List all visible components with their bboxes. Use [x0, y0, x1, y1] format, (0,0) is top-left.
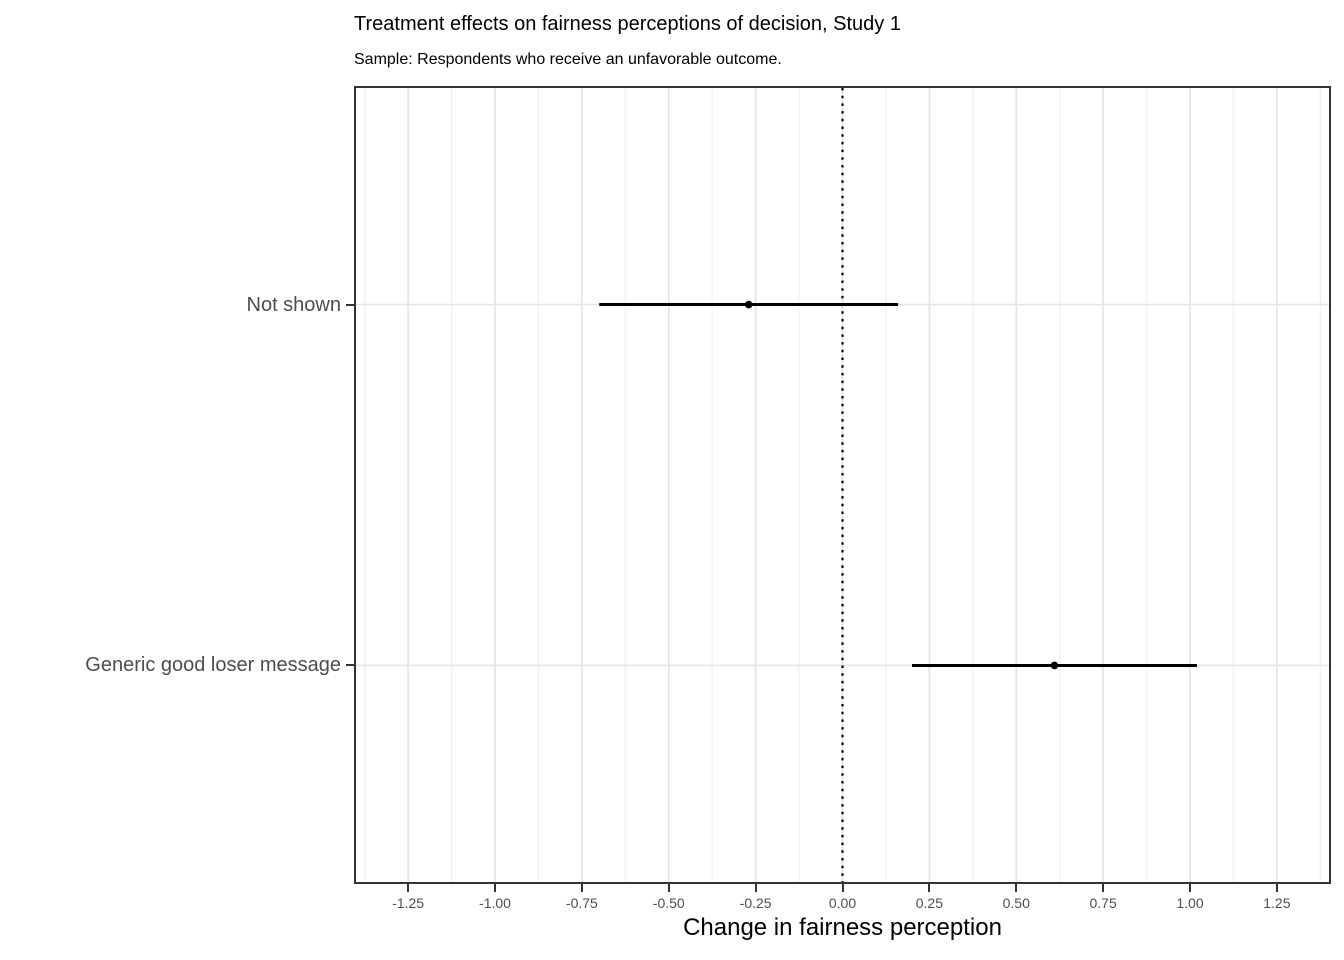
x-axis-title: Change in fairness perception — [683, 914, 1002, 941]
x-axis-tick-label: 1.25 — [1263, 895, 1291, 911]
x-axis-tick — [754, 884, 757, 892]
y-axis-label: Generic good loser message — [85, 654, 341, 677]
x-axis-tick — [667, 884, 670, 892]
y-axis-label: Not shown — [246, 293, 342, 316]
y-axis-tick — [346, 303, 354, 306]
x-axis-tick-label: 0.50 — [1002, 895, 1030, 911]
chart-title: Treatment effects on fairness perception… — [354, 13, 901, 35]
x-axis-tick-label: 1.00 — [1176, 895, 1204, 911]
x-axis-tick — [494, 884, 496, 892]
x-axis-tick — [407, 884, 410, 892]
x-axis-tick — [928, 884, 931, 892]
x-axis-tick-label: 0.75 — [1089, 895, 1117, 911]
y-axis-tick — [346, 664, 354, 667]
chart-subtitle: Sample: Respondents who receive an unfav… — [354, 51, 782, 68]
x-axis-tick-label: -0.50 — [652, 895, 685, 911]
plot-area-svg — [356, 88, 1329, 882]
x-axis-tick — [1015, 884, 1018, 892]
x-axis-tick-label: -0.75 — [565, 895, 598, 911]
point-estimate — [744, 300, 753, 309]
x-axis-tick — [1189, 884, 1191, 892]
x-axis-tick-label: 0.25 — [915, 895, 943, 911]
x-axis-tick-label: -1.25 — [392, 895, 425, 911]
x-axis-tick — [1275, 884, 1278, 892]
x-axis-tick — [841, 884, 844, 892]
x-axis-tick-label: -0.25 — [739, 895, 772, 911]
x-axis-tick — [580, 884, 583, 892]
plot-panel — [354, 86, 1331, 884]
x-axis-tick-label: -1.00 — [479, 895, 511, 911]
x-axis-tick — [1102, 884, 1105, 892]
x-axis-tick-label: 0.00 — [828, 895, 857, 911]
point-estimate — [1050, 661, 1059, 670]
